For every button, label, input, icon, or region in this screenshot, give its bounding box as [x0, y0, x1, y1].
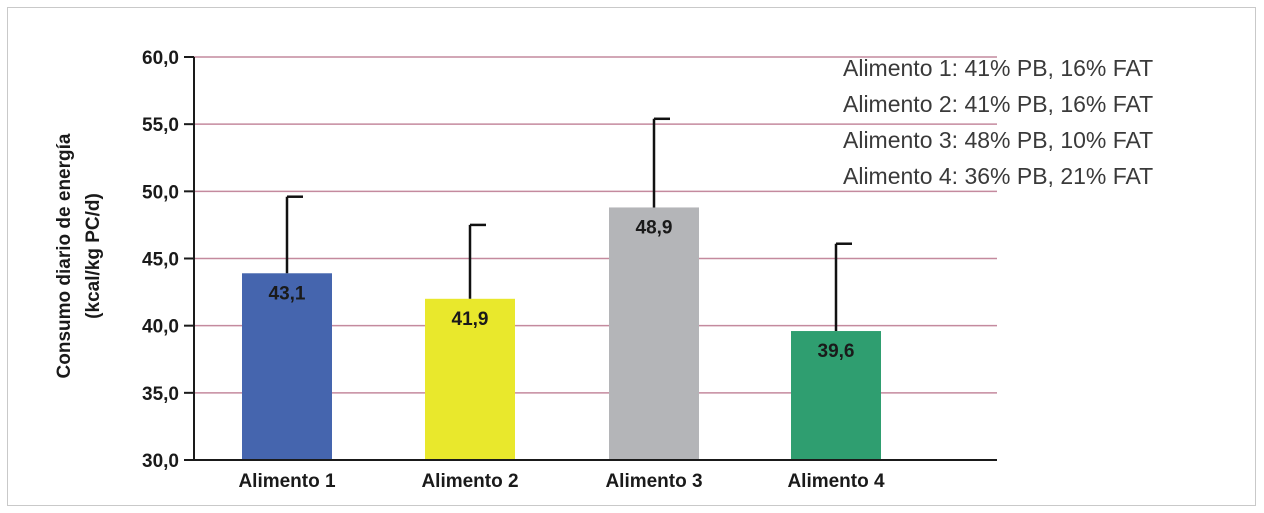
- y-tick-label: 60,0: [142, 48, 179, 69]
- y-tick-label: 50,0: [142, 182, 179, 203]
- annotation-line: Alimento 4: 36% PB, 21% FAT: [843, 163, 1154, 189]
- data-label: 43,1: [269, 283, 306, 304]
- data-label: 39,6: [818, 341, 855, 362]
- annotation-line: Alimento 1: 41% PB, 16% FAT: [843, 55, 1154, 81]
- labels: 30,0 35,0 40,0 45,0 50,0 55,0 60,0 43,1 Alimento…: [142, 48, 885, 492]
- y-tick-label: 45,0: [142, 250, 179, 271]
- bar: [425, 298, 515, 460]
- bar: [242, 273, 332, 460]
- y-tick-label: 30,0: [142, 451, 179, 472]
- y-tick-label: 55,0: [142, 115, 179, 136]
- bars: [242, 117, 881, 460]
- bar: [791, 331, 881, 460]
- annotation-line: Alimento 3: 48% PB, 10% FAT: [843, 127, 1154, 153]
- x-tick-label: Alimento 2: [421, 471, 518, 492]
- data-label: 41,9: [452, 309, 489, 330]
- bar: [609, 207, 699, 460]
- x-tick-label: Alimento 1: [238, 471, 336, 492]
- x-tick-label: Alimento 3: [605, 471, 702, 492]
- y-axis-label-line-2: (kcal/kg PC/d): [83, 193, 104, 319]
- x-tick-label: Alimento 4: [787, 471, 885, 492]
- data-label: 48,9: [636, 217, 673, 238]
- y-tick-label: 40,0: [142, 317, 179, 338]
- annotation-line: Alimento 2: 41% PB, 16% FAT: [843, 91, 1154, 117]
- annotation-block: Alimento 1: 41% PB, 16% FAT Alimento 2: …: [843, 50, 1238, 194]
- y-axis-label-line-1: Consumo diario de energía: [54, 133, 75, 378]
- y-tick-label: 35,0: [142, 384, 179, 405]
- axes: [184, 56, 997, 461]
